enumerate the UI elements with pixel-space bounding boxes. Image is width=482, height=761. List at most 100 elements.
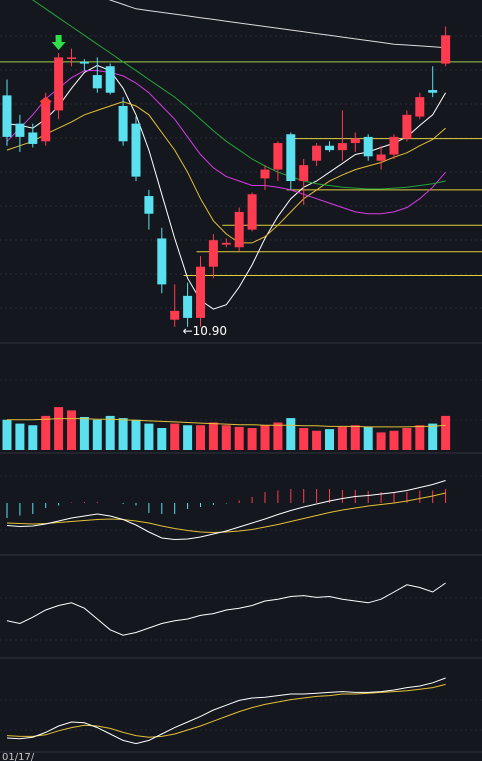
candle [28, 123, 38, 148]
volume-panel [2, 407, 451, 450]
candle [441, 26, 451, 67]
candle-body [170, 310, 180, 320]
candle-body [28, 132, 38, 144]
candle-body [441, 35, 451, 64]
volume-bar [105, 415, 115, 450]
candle-body [144, 196, 154, 214]
candle [363, 134, 373, 161]
candle [389, 134, 399, 159]
candle-body [325, 145, 334, 151]
candle [54, 52, 64, 120]
candlesticks [2, 26, 451, 327]
candle [157, 227, 167, 294]
volume-average-line [7, 418, 446, 428]
volume-bar [428, 423, 438, 450]
candle-body [118, 105, 128, 142]
candle-body [350, 138, 360, 144]
candle-body [363, 136, 373, 157]
buy-marker-icon [39, 96, 52, 107]
candle [170, 284, 180, 327]
candle-body [92, 75, 102, 89]
candle-body [157, 238, 167, 285]
volume-bar [28, 425, 38, 450]
candle-body [105, 66, 115, 93]
volume-bar [402, 428, 412, 450]
candle-body [402, 114, 412, 139]
candle [415, 92, 425, 120]
candle [260, 165, 270, 190]
low-price-annotation: ←10.90 [183, 324, 227, 338]
volume-bar [312, 430, 322, 450]
candle-body [415, 97, 425, 117]
volume-bar [196, 425, 205, 450]
candle [286, 132, 296, 190]
candle-body [2, 95, 12, 137]
volume-bar [415, 425, 425, 450]
moving-average-line [6, 64, 447, 310]
candle [67, 48, 76, 67]
grid-lines [0, 35, 482, 753]
volume-bar [286, 418, 296, 450]
candle [273, 141, 283, 182]
oscillator-line [6, 582, 446, 636]
volume-bar [441, 415, 451, 450]
volume-bar [183, 425, 193, 450]
candle-body [273, 143, 283, 170]
volume-bar [247, 428, 257, 450]
volume-bar [131, 419, 141, 450]
volume-bar [273, 422, 283, 450]
volume-bar [234, 426, 244, 450]
volume-bar [337, 426, 347, 450]
candle [337, 110, 347, 161]
candle-body [15, 123, 25, 137]
candle-body [260, 169, 270, 179]
candle [79, 59, 89, 71]
candle [247, 192, 257, 232]
moving-average-line [6, 101, 446, 244]
candle [131, 116, 141, 182]
volume-bar [54, 407, 64, 450]
candle [118, 97, 128, 146]
volume-bar [389, 430, 399, 450]
macd-dea-line [6, 492, 446, 534]
volume-bar [260, 425, 270, 450]
candle-body [428, 90, 438, 93]
volume-bar [67, 410, 76, 450]
candle [428, 66, 438, 98]
macd-panel [6, 480, 447, 541]
volume-bar [299, 428, 309, 450]
candle [2, 79, 12, 146]
oscillator-panel [6, 582, 446, 636]
volume-bar [144, 423, 154, 450]
candle [144, 189, 154, 230]
candle [325, 141, 334, 152]
candle-body [376, 154, 386, 161]
moving-average-line [31, 0, 446, 190]
volume-bar [2, 419, 12, 450]
x-axis: 01/17/ [2, 752, 35, 761]
candle [376, 145, 386, 170]
candle-body [54, 57, 64, 111]
candle [221, 238, 231, 248]
candle-body [286, 134, 296, 182]
volume-bar [15, 423, 25, 450]
volume-bar [157, 428, 167, 450]
volume-bar [118, 418, 128, 450]
candle [299, 158, 309, 205]
candle [183, 282, 193, 327]
signal-markers [39, 34, 66, 107]
candle [350, 132, 360, 152]
sell-arrow-icon [51, 34, 66, 50]
volume-bar [79, 417, 89, 450]
candle-body [247, 194, 257, 230]
candle [15, 114, 25, 152]
candle-body [337, 143, 347, 151]
candle-body [234, 211, 244, 248]
horizontal-levels [0, 61, 482, 277]
candle-body [299, 165, 309, 182]
kd-d-line [6, 683, 446, 738]
x-tick-label: 01/17/ [2, 752, 35, 761]
candle [196, 256, 205, 327]
candle-body [131, 123, 141, 177]
candle-body [389, 136, 399, 155]
